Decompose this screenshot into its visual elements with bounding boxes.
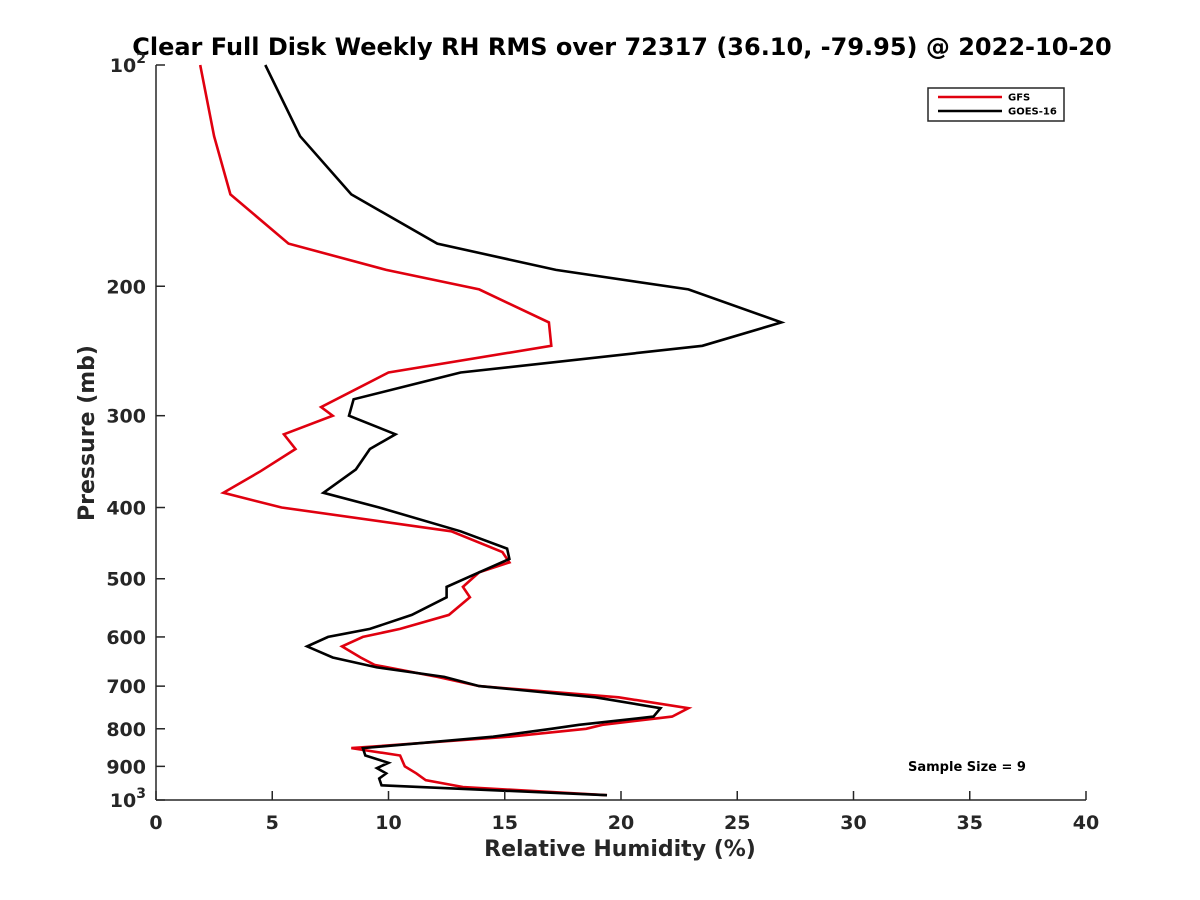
legend-label-goes-16: GOES-16 (1008, 107, 1057, 118)
x-tick-label: 35 (957, 812, 983, 834)
y-tick-label: 500 (106, 569, 146, 591)
y-axis-label: Pressure (mb) (75, 345, 100, 521)
x-tick-label: 20 (608, 812, 634, 834)
y-tick-exponent: 3 (136, 786, 146, 802)
y-tick-label: 800 (106, 719, 146, 741)
y-axis-ticks: 102 200 300 400 500 600 700 800 900 103 (106, 51, 165, 812)
y-tick-label: 102 (110, 51, 146, 77)
x-tick-label: 40 (1073, 812, 1099, 834)
x-tick-label: 30 (840, 812, 866, 834)
y-tick-label: 103 (110, 786, 146, 812)
legend-label-gfs: GFS (1008, 93, 1030, 104)
series-line-goes-16 (264, 64, 786, 797)
x-tick-label: 5 (266, 812, 279, 834)
x-tick-label: 25 (724, 812, 750, 834)
y-tick-label: 200 (106, 276, 146, 298)
series-line-gfs (198, 64, 693, 797)
series-layer (198, 64, 786, 797)
x-tick-label: 0 (149, 812, 162, 834)
y-tick-exponent: 2 (136, 51, 146, 67)
plot-area (156, 65, 1086, 800)
y-tick-label: 900 (106, 756, 146, 778)
chart-title: Clear Full Disk Weekly RH RMS over 72317… (132, 33, 1112, 61)
legend-box (927, 87, 1065, 122)
x-tick-label: 10 (375, 812, 401, 834)
x-axis-label: Relative Humidity (%) (484, 837, 756, 862)
legend: GFS GOES-16 (927, 87, 1065, 122)
x-axis-ticks: 0 5 10 15 20 25 30 35 40 (149, 791, 1099, 834)
x-tick-label: 15 (492, 812, 518, 834)
y-tick-label: 400 (106, 498, 146, 520)
y-tick-label: 600 (106, 627, 146, 649)
y-tick-label: 300 (106, 406, 146, 428)
sample-size-annotation: Sample Size = 9 (908, 760, 1026, 775)
y-tick-label: 700 (106, 676, 146, 698)
